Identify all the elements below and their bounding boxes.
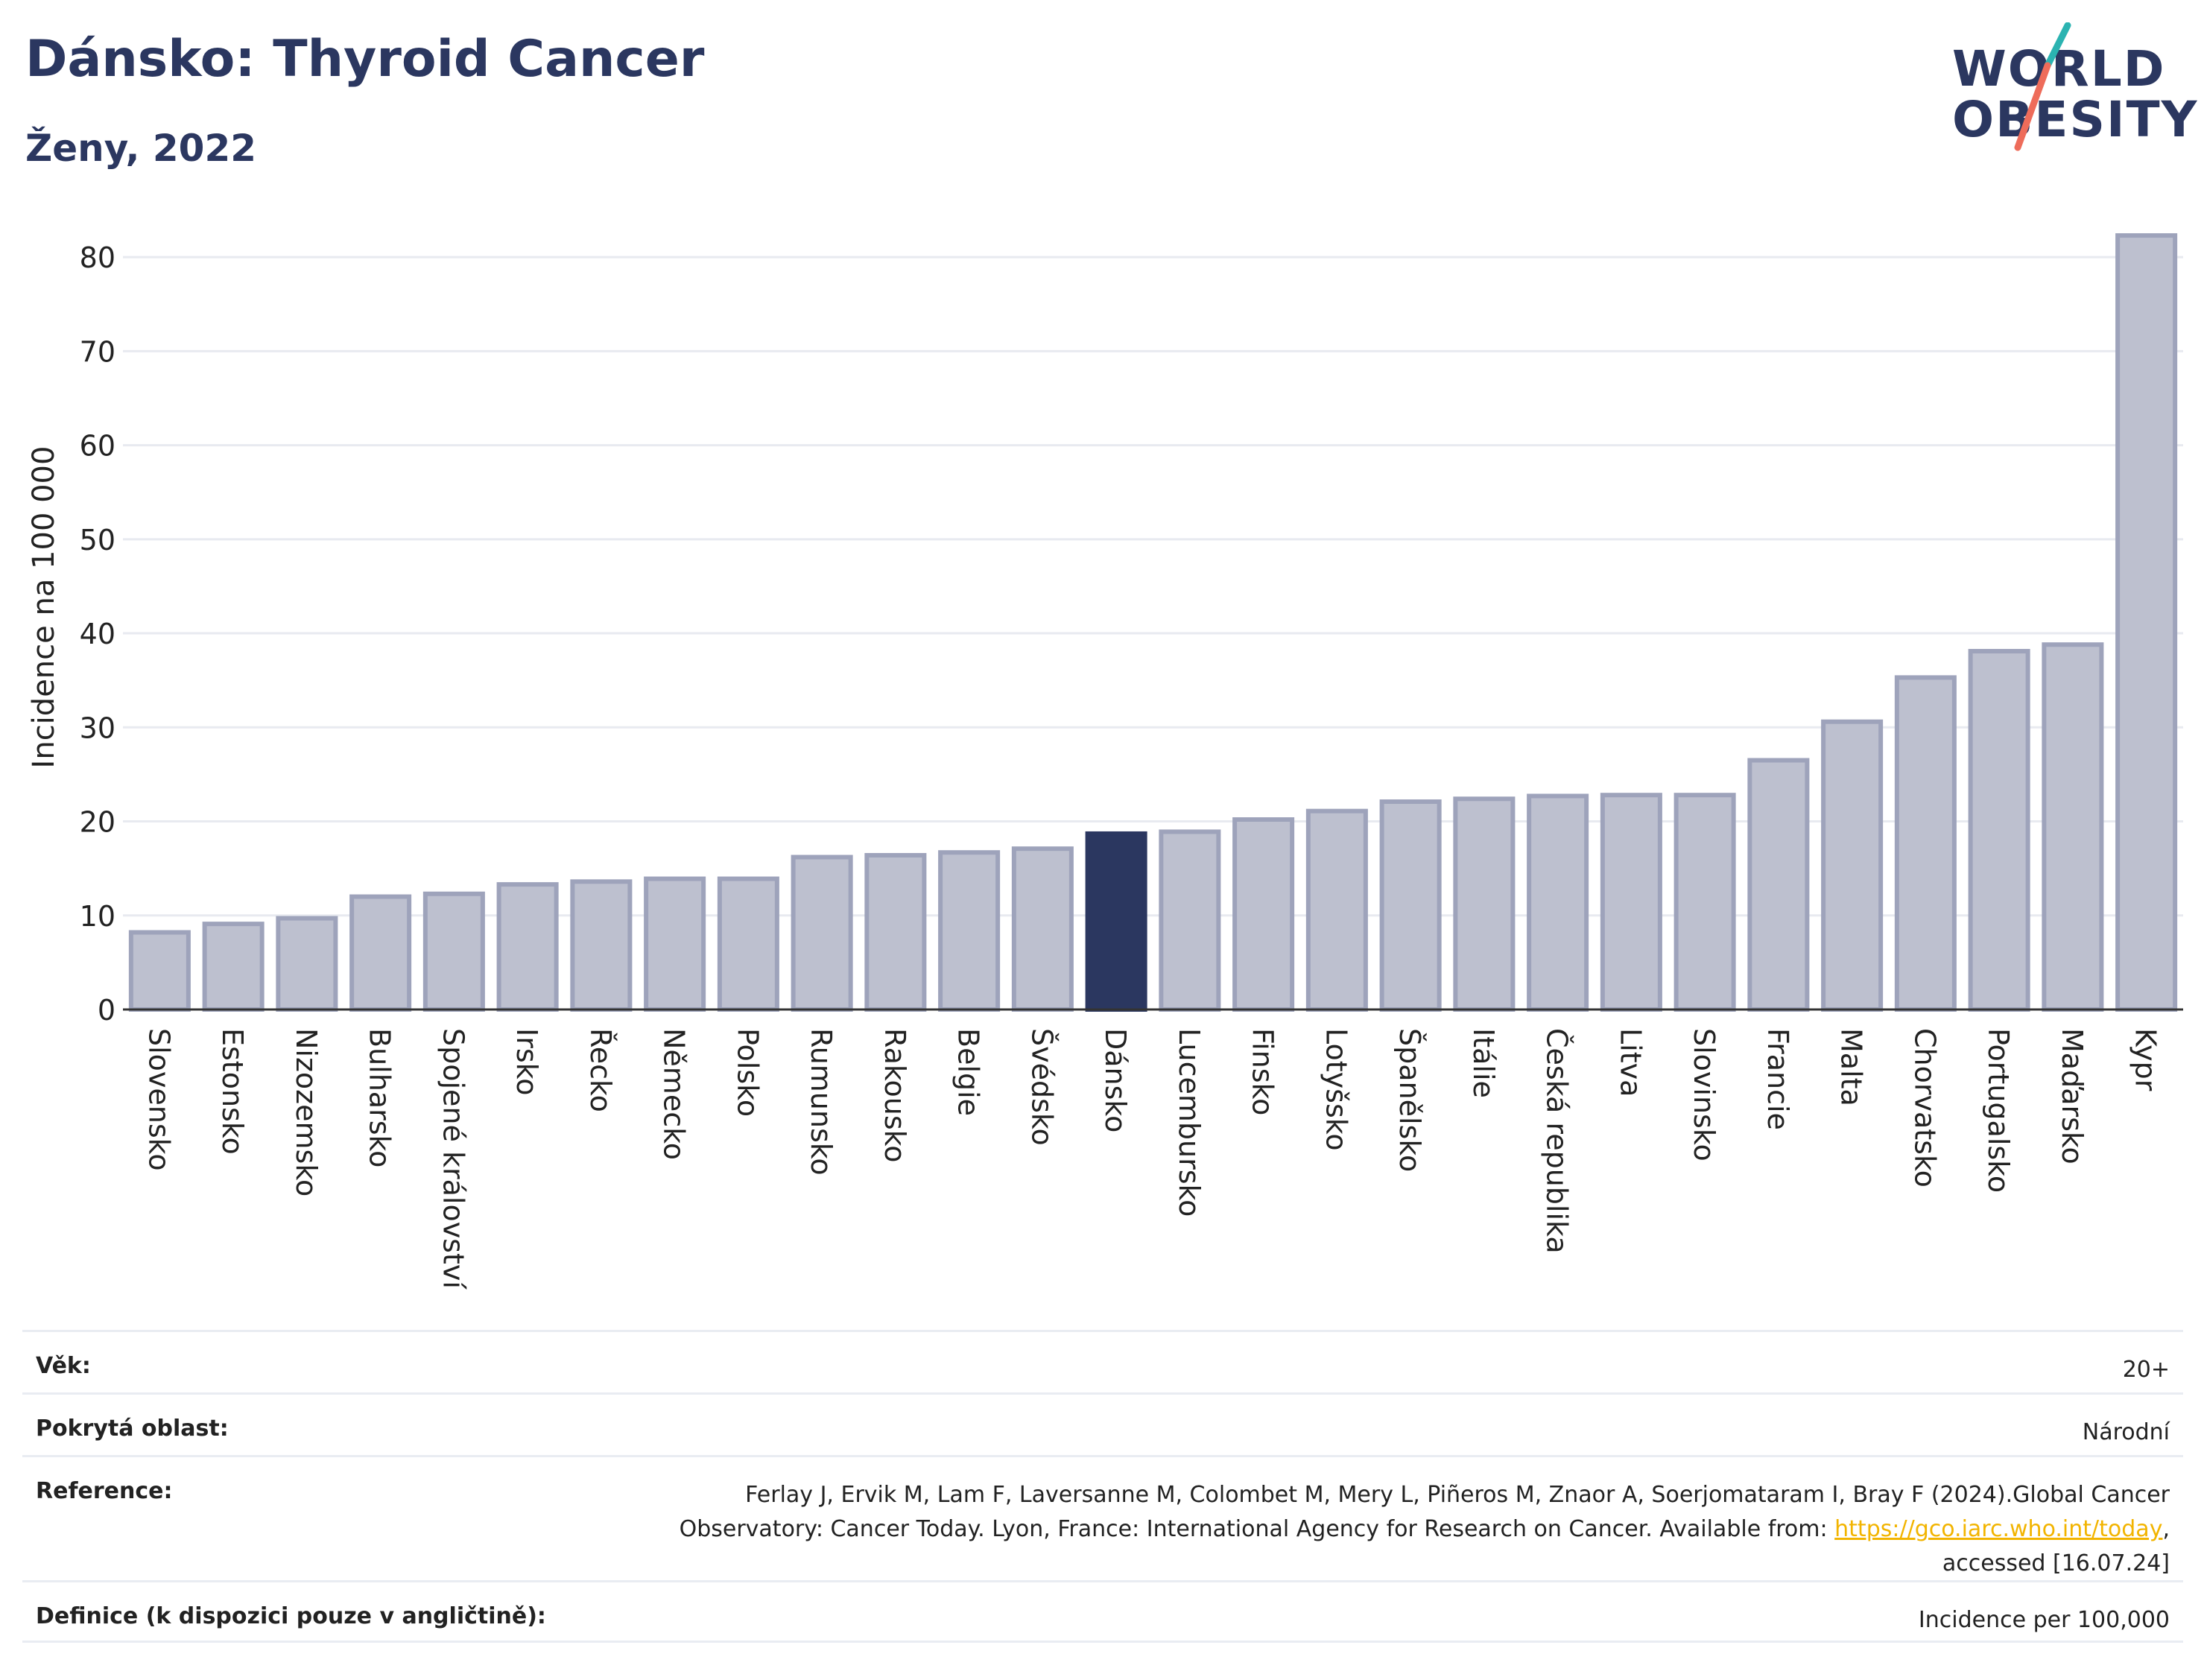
bar <box>717 876 779 1012</box>
info-row-reference: Reference: Ferlay J, Ervik M, Lam F, Lav… <box>22 1455 2183 1580</box>
bar <box>570 879 633 1012</box>
area-label: Pokrytá oblast: <box>36 1416 229 1442</box>
x-tick-label: Česká republika <box>1541 1028 1574 1254</box>
x-tick-label: Lotyšsko <box>1320 1028 1352 1151</box>
x-tick-label: Litva <box>1614 1028 1647 1097</box>
bar <box>1379 799 1442 1012</box>
bar <box>2115 233 2178 1012</box>
bar <box>2042 642 2104 1012</box>
logo-line-1: WORLD <box>1952 40 2166 98</box>
reference-line-1: Ferlay J, Ervik M, Lam F, Laversanne M, … <box>745 1482 2170 1508</box>
bar <box>1968 649 2030 1012</box>
bar <box>1600 793 1662 1012</box>
x-tick-label: Rumunsko <box>805 1028 837 1176</box>
y-axis-label: Incidence na 100 000 <box>27 446 61 769</box>
y-tick-label: 30 <box>80 711 115 744</box>
y-tick-label: 20 <box>80 806 115 839</box>
age-value: 20+ <box>2122 1357 2170 1383</box>
bar <box>1673 793 1736 1012</box>
x-tick-label: Estonsko <box>216 1028 249 1155</box>
bar <box>791 855 853 1012</box>
bar <box>1232 817 1295 1012</box>
reference-value: Ferlay J, Ervik M, Lam F, Laversanne M, … <box>680 1478 2170 1581</box>
reference-line-2-end: , <box>2162 1516 2170 1542</box>
bar <box>1159 829 1221 1012</box>
y-tick-label: 10 <box>80 900 115 933</box>
bar <box>422 891 485 1012</box>
x-tick-label: Bulharsko <box>364 1028 396 1167</box>
page-title: Dánsko: Thyroid Cancer <box>25 30 705 89</box>
x-tick-label: Kypr <box>2129 1028 2162 1091</box>
bar <box>276 916 338 1012</box>
age-label: Věk: <box>36 1353 91 1379</box>
y-tick-label: 60 <box>80 430 115 463</box>
x-tick-label: Itálie <box>1467 1028 1500 1098</box>
bar <box>864 852 927 1012</box>
bar <box>496 882 559 1012</box>
reference-line-2: Observatory: Cancer Today. Lyon, France:… <box>679 1516 1835 1542</box>
reference-label: Reference: <box>36 1478 173 1504</box>
bars <box>128 233 2178 1012</box>
reference-line-3: accessed [16.07.24] <box>1942 1550 2170 1576</box>
bar <box>938 850 1001 1012</box>
bar <box>1747 758 1810 1012</box>
x-tick-label: Maďarsko <box>2056 1028 2089 1164</box>
bar <box>1085 831 1147 1012</box>
bar <box>1011 846 1074 1012</box>
logo-line-2: OBESITY <box>1952 91 2199 148</box>
x-tick-label: Malta <box>1835 1028 1868 1106</box>
world-obesity-logo: WORLD OBESITY <box>1937 22 2197 160</box>
x-tick-label: Irsko <box>510 1028 543 1096</box>
bar <box>1527 793 1589 1012</box>
definition-value: Incidence per 100,000 <box>1918 1607 2170 1633</box>
x-tick-label: Lucembursko <box>1173 1028 1206 1217</box>
y-tick-label: 40 <box>80 618 115 650</box>
logo-slash-icon <box>2014 22 2071 151</box>
info-row-definition: Definice (k dispozici pouze v angličtině… <box>22 1580 2183 1643</box>
bar <box>349 894 412 1012</box>
y-tick-label: 0 <box>98 994 115 1027</box>
x-tick-label: Slovensko <box>142 1028 175 1171</box>
x-tick-label: Finsko <box>1247 1028 1279 1115</box>
bar <box>1453 796 1516 1012</box>
x-tick-label: Polsko <box>731 1028 764 1117</box>
bar <box>1305 808 1368 1012</box>
info-row-age: Věk: 20+ <box>22 1330 2183 1392</box>
grid-lines <box>123 256 2183 917</box>
reference-link[interactable]: https://gco.iarc.who.int/today <box>1834 1516 2163 1542</box>
x-tick-label: Řecko <box>584 1028 617 1112</box>
x-tick-label: Švédsko <box>1025 1028 1058 1146</box>
x-tick-label: Nizozemsko <box>290 1028 323 1196</box>
y-tick-label: 50 <box>80 524 115 557</box>
info-table: Věk: 20+ Pokrytá oblast: Národní Referen… <box>22 1330 2183 1643</box>
x-tick-label: Německo <box>658 1028 691 1160</box>
tick-labels: 0 10 20 30 40 50 60 70 80 Slovensko Estonsko Nizoze… <box>80 241 2162 1290</box>
bar <box>644 876 706 1012</box>
definition-label: Definice (k dispozici pouze v angličtině… <box>36 1603 546 1629</box>
x-tick-label: Portugalsko <box>1982 1028 2015 1193</box>
x-tick-label: Slovinsko <box>1688 1028 1720 1161</box>
x-tick-label: Francie <box>1761 1028 1794 1130</box>
bar-chart: 0 10 20 30 40 50 60 70 80 Slovensko Estonsko Nizoze… <box>27 233 2183 1290</box>
x-tick-label: Dánsko <box>1099 1028 1132 1132</box>
x-tick-label: Španělsko <box>1393 1028 1426 1172</box>
page-subtitle: Ženy, 2022 <box>25 127 257 170</box>
x-tick-label: Rakousko <box>878 1028 911 1163</box>
bar <box>202 922 265 1012</box>
bar <box>1894 675 1957 1012</box>
info-row-area: Pokrytá oblast: Národní <box>22 1392 2183 1455</box>
x-tick-label: Chorvatsko <box>1908 1028 1941 1188</box>
y-tick-label: 70 <box>80 335 115 368</box>
area-value: Národní <box>2082 1419 2170 1445</box>
y-tick-label: 80 <box>80 241 115 274</box>
x-tick-label: Spojené království <box>437 1028 469 1290</box>
x-tick-label: Belgie <box>952 1028 985 1116</box>
bar <box>1821 719 1884 1012</box>
bar <box>128 930 191 1012</box>
